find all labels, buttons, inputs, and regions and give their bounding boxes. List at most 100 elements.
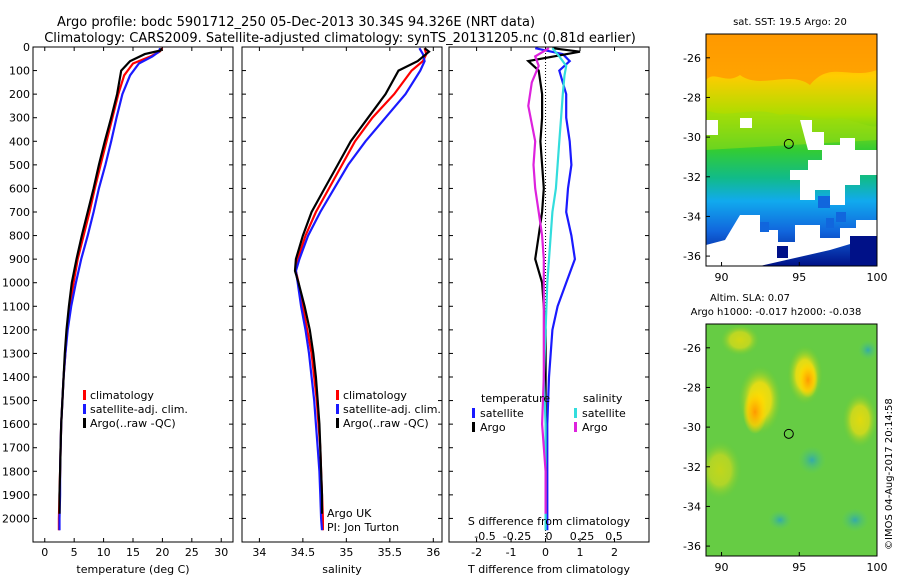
x-tick-label: 30	[214, 546, 228, 559]
sst-map-image	[706, 34, 877, 266]
altimetry-map-axes: 90 95 100 -26 -28 -30 -32 -34 -36	[683, 342, 887, 574]
legend-header: temperature	[481, 392, 550, 405]
legend-entry: satellite-adj. clim.	[90, 403, 188, 416]
x-tick-label: 2	[611, 546, 618, 559]
x-tick-label: 25	[185, 546, 199, 559]
legend-swatch	[83, 390, 86, 400]
series-line	[525, 47, 581, 514]
x-tick-label: -1	[506, 546, 517, 559]
map-y-tick-label: -32	[683, 461, 701, 474]
altim-sla-title: Altim. SLA: 0.07	[710, 293, 790, 304]
map-x-tick-label: 90	[715, 271, 729, 284]
legend-swatch	[83, 418, 86, 428]
x-axis-label: temperature (deg C)	[76, 563, 189, 576]
map-y-tick-label: -34	[683, 500, 701, 513]
difference-plot: -2 -1 0 1 2 T difference from climatology temp…	[449, 46, 649, 576]
legend-swatch	[472, 422, 475, 432]
salinity-panel	[241, 46, 443, 543]
map-y-tick-label: -34	[683, 210, 701, 223]
s-tick-label: 0.5	[605, 530, 623, 543]
y-tick-label: 400	[9, 135, 30, 148]
temperature-panel	[32, 46, 234, 543]
map-y-tick-label: -26	[683, 342, 701, 355]
x-tick-label: 15	[126, 546, 140, 559]
series-line	[527, 47, 550, 514]
map-y-tick-label: -30	[683, 421, 701, 434]
x-tick-label: 35.5	[378, 546, 403, 559]
x-tick-label: 1	[577, 546, 584, 559]
y-tick-label: 1900	[2, 489, 30, 502]
s-tick-label: -0.25	[503, 530, 531, 543]
legend-swatch	[83, 404, 86, 414]
map-x-tick-label: 100	[867, 561, 888, 574]
figure-title-line1: Argo profile: bodc 5901712_250 05-Dec-20…	[57, 15, 535, 30]
map-x-tick-label: 90	[715, 561, 729, 574]
map-y-tick-label: -28	[683, 381, 701, 394]
y-tick-label: 1300	[2, 347, 30, 360]
legend-swatch	[574, 422, 577, 432]
y-tick-label: 700	[9, 206, 30, 219]
top-axis-label: S difference from climatology	[468, 515, 631, 528]
s-tick-label: -0.5	[474, 530, 495, 543]
x-axis-label: T difference from climatology	[467, 563, 630, 576]
legend-entry: satellite	[582, 407, 626, 420]
map-x-tick-label: 95	[792, 561, 806, 574]
legend-entry: Argo(..raw -QC)	[90, 417, 176, 430]
y-tick-label: 1100	[2, 300, 30, 313]
legend-entry: climatology	[343, 389, 407, 402]
sst-map-axes: 90 95 100 -26 -28 -30 -32 -34 -36	[683, 52, 887, 284]
x-tick-label: -2	[471, 546, 482, 559]
y-tick-label: 1200	[2, 324, 30, 337]
x-tick-label: 0	[542, 546, 549, 559]
map-y-tick-label: -36	[683, 250, 701, 263]
y-tick-label: 0	[23, 41, 30, 54]
map-y-tick-label: -36	[683, 540, 701, 553]
x-axis-label: salinity	[322, 563, 362, 576]
sst-map-frame	[705, 33, 878, 267]
argo-location-marker	[783, 138, 794, 149]
map-y-tick-label: -26	[683, 52, 701, 65]
map-y-tick-label: -30	[683, 131, 701, 144]
legend-header: salinity	[583, 392, 623, 405]
s-tick-label: 0	[546, 530, 553, 543]
annotation-text: PI: Jon Turton	[327, 521, 399, 534]
y-tick-label: 300	[9, 112, 30, 125]
x-tick-label: 34	[252, 546, 266, 559]
legend-entry: satellite	[480, 407, 524, 420]
y-tick-label: 600	[9, 182, 30, 195]
sst-map-title: sat. SST: 19.5 Argo: 20	[733, 17, 847, 28]
series-line	[294, 47, 428, 531]
altimetry-map-image	[706, 324, 877, 556]
y-tick-label: 1400	[2, 371, 30, 384]
legend-swatch	[574, 408, 577, 418]
temperature-plot: 0 5 10 15 20 25 300100200300400500600700800900…	[2, 41, 233, 576]
series-line	[542, 47, 568, 531]
y-tick-label: 1800	[2, 465, 30, 478]
y-tick-label: 1700	[2, 442, 30, 455]
x-tick-label: 0	[41, 546, 48, 559]
series-line	[294, 47, 426, 531]
annotation-text: Argo UK	[327, 507, 372, 520]
legend-swatch	[336, 418, 339, 428]
legend-swatch	[336, 404, 339, 414]
y-tick-label: 900	[9, 253, 30, 266]
x-tick-label: 5	[71, 546, 78, 559]
legend-entry: Argo	[480, 421, 506, 434]
difference-panel	[448, 46, 650, 543]
y-tick-label: 100	[9, 65, 30, 78]
map-x-tick-label: 95	[792, 271, 806, 284]
imos-stamp: ©IMOS 04-Aug-2017 20:14:58	[884, 398, 895, 550]
legend-entry: satellite-adj. clim.	[343, 403, 441, 416]
y-tick-label: 1500	[2, 395, 30, 408]
legend-entry: climatology	[90, 389, 154, 402]
salinity-plot: 34 34.5 35 35.5 36 salinity climatologysatelli…	[242, 46, 442, 576]
x-tick-label: 10	[97, 546, 111, 559]
legend-swatch	[472, 408, 475, 418]
series-line	[534, 47, 577, 531]
figure-title-line2: Climatology: CARS2009. Satellite-adjuste…	[44, 31, 636, 46]
y-tick-label: 200	[9, 88, 30, 101]
x-tick-label: 20	[155, 546, 169, 559]
y-tick-label: 500	[9, 159, 30, 172]
y-tick-label: 2000	[2, 512, 30, 525]
